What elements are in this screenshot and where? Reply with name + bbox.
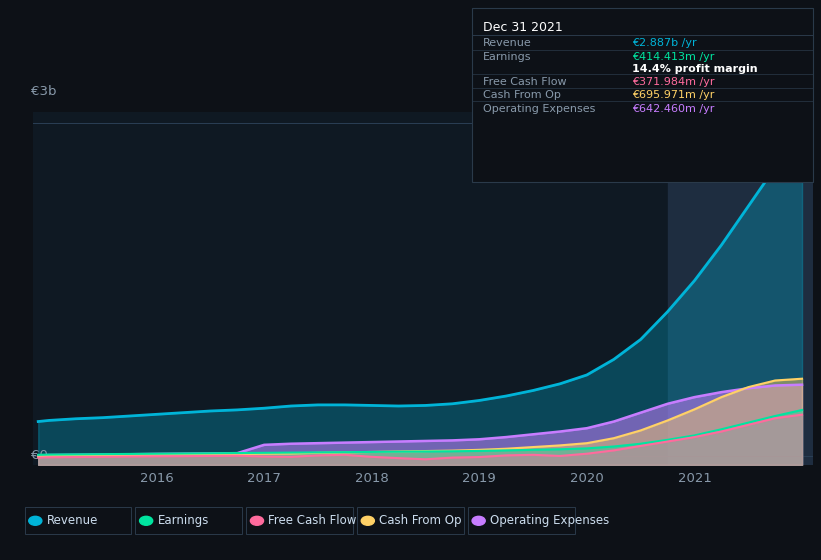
Text: Earnings: Earnings bbox=[483, 52, 531, 62]
Text: €642.460m /yr: €642.460m /yr bbox=[632, 104, 714, 114]
Text: Operating Expenses: Operating Expenses bbox=[490, 514, 609, 528]
Text: Revenue: Revenue bbox=[483, 38, 531, 48]
Text: €414.413m /yr: €414.413m /yr bbox=[632, 52, 714, 62]
Text: €695.971m /yr: €695.971m /yr bbox=[632, 90, 714, 100]
Text: 14.4% profit margin: 14.4% profit margin bbox=[632, 64, 758, 74]
Text: Dec 31 2021: Dec 31 2021 bbox=[483, 21, 562, 34]
Text: Cash From Op: Cash From Op bbox=[379, 514, 461, 528]
Text: Free Cash Flow: Free Cash Flow bbox=[483, 77, 566, 87]
Text: €371.984m /yr: €371.984m /yr bbox=[632, 77, 714, 87]
Bar bbox=[667, 112, 813, 465]
Text: €2.887b /yr: €2.887b /yr bbox=[632, 38, 697, 48]
Text: Operating Expenses: Operating Expenses bbox=[483, 104, 595, 114]
Text: Earnings: Earnings bbox=[158, 514, 209, 528]
Text: €0: €0 bbox=[31, 450, 48, 463]
Text: Revenue: Revenue bbox=[47, 514, 99, 528]
Text: €3b: €3b bbox=[31, 85, 57, 98]
Text: Free Cash Flow: Free Cash Flow bbox=[268, 514, 357, 528]
Text: Cash From Op: Cash From Op bbox=[483, 90, 561, 100]
